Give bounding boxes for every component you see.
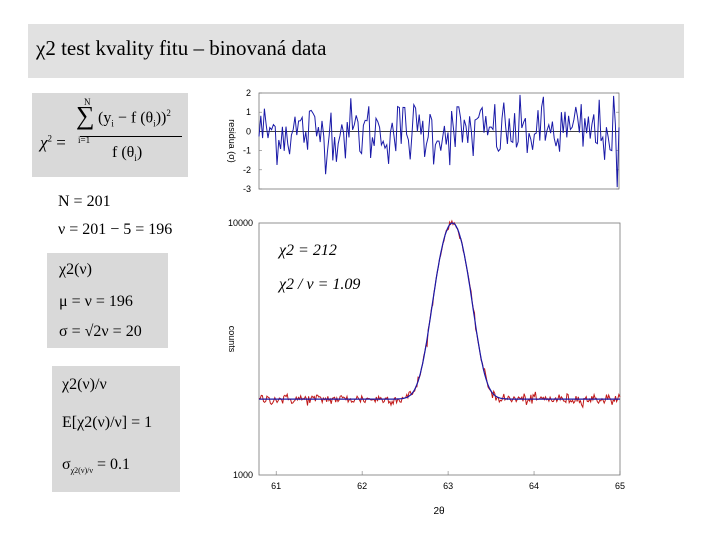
fraction-bar (80, 136, 182, 137)
counts-x-tick-label: 64 (529, 481, 539, 491)
chi2-lhs: χ2 = (40, 133, 66, 152)
residual-y-tick-label: -1 (243, 146, 251, 156)
counts-x-tick-label: 61 (271, 481, 281, 491)
counts-y-tick-label: 1000 (233, 470, 253, 480)
sum-upper-limit: N (84, 97, 91, 107)
counts-x-tick-label: 65 (615, 481, 625, 491)
chi2-definition-box: χ2 = ∑ N i=1 (yi − f (θi))2 f (θi) (32, 93, 188, 177)
reduced-chi2: χ2(ν)/ν (62, 376, 107, 393)
two-theta-x-axis-label: 2θ (433, 506, 445, 517)
chi2-numerator: (yi − f (θi))2 (98, 108, 171, 129)
residual-y-tick-label: -2 (243, 165, 251, 175)
sigma-line: σ = √2ν = 20 (59, 323, 142, 340)
slide-title: χ2 test kvality fitu – binovaná data (36, 36, 327, 60)
chi2-value-annotation: χ2 = 212 (277, 242, 337, 259)
residual-y-tick-label: 2 (246, 88, 251, 98)
n-value: N = 201 (58, 193, 111, 210)
chi2-distribution-box: χ2(ν) μ = ν = 196 σ = √2ν = 20 (47, 253, 168, 348)
residual-y-axis-label: residua (σ) (227, 119, 237, 163)
counts-plot-frame (258, 222, 621, 476)
counts-x-tick-label: 62 (357, 481, 367, 491)
counts-x-tick-label: 63 (443, 481, 453, 491)
counts-y-tick-label: 10000 (228, 218, 253, 228)
residual-y-tick-label: 0 (246, 126, 251, 136)
slide-title-bar: χ2 test kvality fitu – binovaná data (28, 24, 684, 78)
fit-series (259, 222, 620, 400)
residual-chart: 2 1 0 -1 -2 -3 residua (σ) (227, 88, 620, 194)
mean-line: μ = ν = 196 (59, 293, 133, 310)
reduced-chi2-annotation: χ2 / ν = 1.09 (277, 276, 360, 293)
chi2-denominator: f (θi) (112, 144, 143, 164)
reduced-chi2-box: χ2(ν)/ν E[χ2(ν)/ν] = 1 σχ2(ν)/ν = 0.1 (52, 366, 180, 492)
sigma-ratio: σχ2(ν)/ν = 0.1 (62, 456, 130, 476)
sum-symbol: ∑ (76, 101, 95, 130)
degrees-of-freedom: ν = 201 − 5 = 196 (58, 221, 173, 238)
residual-series (258, 94, 620, 188)
chi2-nu: χ2(ν) (59, 261, 92, 278)
counts-y-axis-label: counts (227, 326, 237, 353)
residual-y-tick-label: 1 (246, 107, 251, 117)
expectation-line: E[χ2(ν)/ν] = 1 (62, 414, 153, 431)
sum-lower-limit: i=1 (78, 135, 91, 145)
residual-y-tick-label: -3 (243, 184, 251, 194)
